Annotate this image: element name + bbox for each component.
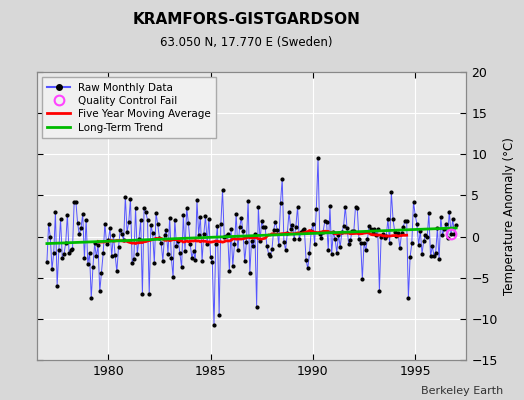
Text: Berkeley Earth: Berkeley Earth [421,386,503,396]
Legend: Raw Monthly Data, Quality Control Fail, Five Year Moving Average, Long-Term Tren: Raw Monthly Data, Quality Control Fail, … [42,77,216,138]
Y-axis label: Temperature Anomaly (°C): Temperature Anomaly (°C) [503,137,516,295]
Text: 63.050 N, 17.770 E (Sweden): 63.050 N, 17.770 E (Sweden) [160,36,333,49]
Text: KRAMFORS-GISTGARDSON: KRAMFORS-GISTGARDSON [133,12,360,27]
